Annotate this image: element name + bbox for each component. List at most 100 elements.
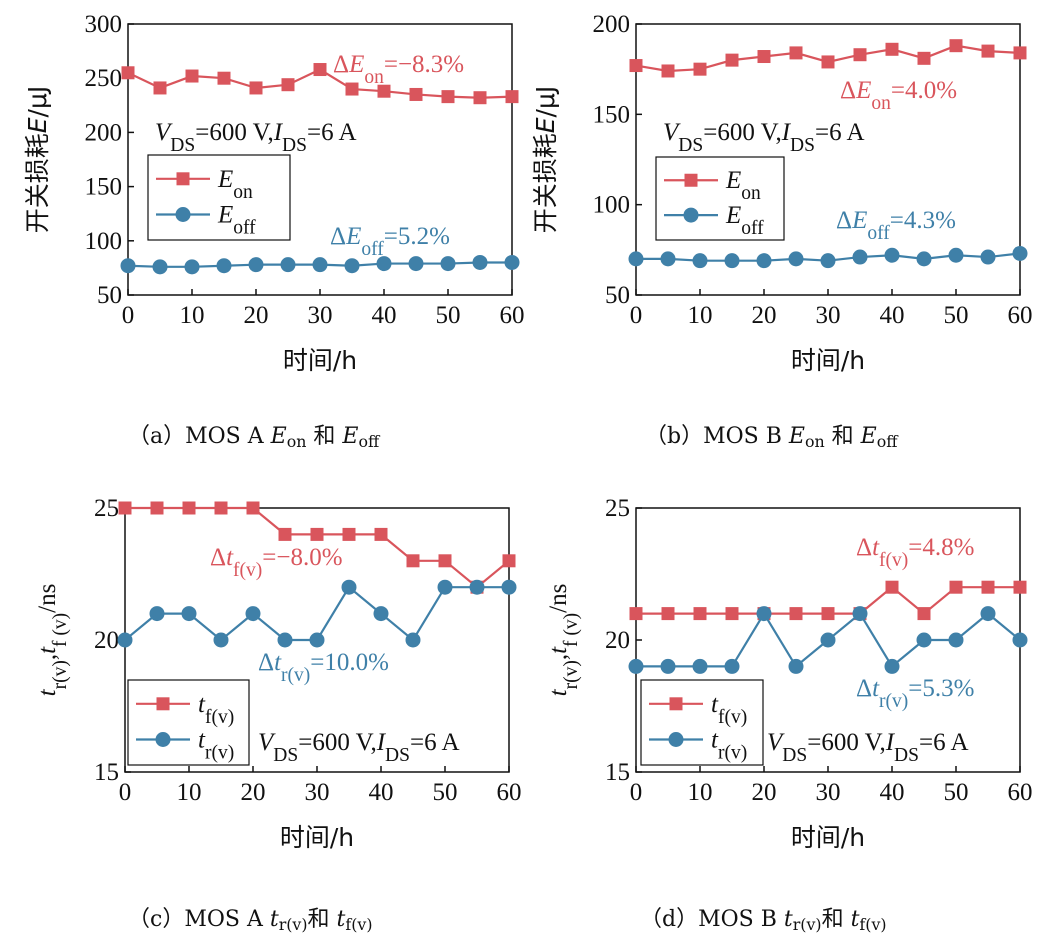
data-point-Eoff	[440, 256, 456, 272]
data-point-tf(v)	[693, 607, 707, 621]
data-point-Eoff	[852, 249, 868, 265]
condition-label: VDS=600 V,IDS=6 A	[258, 729, 460, 766]
data-point-Eon	[185, 69, 199, 83]
data-point-tr(v)	[309, 632, 325, 648]
delta-annotation: ΔEon=−8.3%	[333, 51, 464, 88]
data-point-Eon	[789, 46, 803, 60]
legend-box	[640, 679, 764, 766]
data-point-tr(v)	[213, 632, 229, 648]
delta-annotation: Δtr(v)=10.0%	[258, 649, 389, 686]
legend-box	[147, 154, 291, 241]
x-tick-label: 50	[944, 779, 969, 806]
data-point-Eoff	[504, 254, 520, 270]
y-tick-label: 15	[94, 759, 119, 786]
condition-label: VDS=600 V,IDS=6 A	[767, 729, 969, 766]
x-tick-label: 50	[433, 779, 458, 806]
data-point-Eon	[949, 39, 963, 53]
data-point-tr(v)	[660, 658, 676, 674]
data-point-tf(v)	[917, 607, 931, 621]
data-point-tr(v)	[405, 632, 421, 648]
data-point-tf(v)	[821, 607, 835, 621]
legend-marker	[668, 732, 684, 747]
x-tick-label: 40	[372, 302, 397, 329]
x-axis-label: 时间/h	[791, 823, 865, 852]
delta-annotation: ΔEoff=4.3%	[836, 207, 956, 244]
caption-b: （b）MOS B Eon 和 Eoff	[645, 424, 898, 451]
data-point-tr(v)	[788, 658, 804, 674]
legend-box	[127, 679, 250, 766]
data-point-tf(v)	[118, 501, 132, 515]
condition-label: VDS=600 V,IDS=6 A	[663, 119, 865, 156]
legend-label: tr(v)	[198, 727, 234, 764]
chart-b: 0 10 20 30 40 50 60 50 100 150 200 时间/h 开关损耗E/μJ VDS=…	[531, 11, 1033, 375]
data-point-tf(v)	[214, 501, 228, 515]
y-tick-label: 100	[85, 228, 123, 255]
data-point-Eon	[249, 81, 263, 95]
data-point-Eon	[217, 71, 231, 85]
data-point-tf(v)	[342, 527, 356, 541]
data-point-Eoff	[248, 257, 264, 273]
data-point-Eoff	[184, 259, 200, 275]
x-tick-label: 30	[816, 302, 841, 329]
y-tick-label: 25	[94, 495, 119, 522]
x-tick-label: 30	[305, 779, 330, 806]
y-tick-label: 50	[605, 282, 630, 309]
data-point-tf(v)	[246, 501, 260, 515]
y-tick-label: 20	[605, 627, 630, 654]
data-point-Eoff	[152, 259, 168, 275]
data-point-Eon	[473, 91, 487, 105]
legend-marker	[683, 207, 699, 223]
data-point-tr(v)	[117, 632, 133, 648]
data-point-tr(v)	[980, 606, 996, 622]
data-point-Eon	[313, 63, 327, 77]
data-point-Eoff	[280, 257, 296, 273]
x-axis-label: 时间/h	[283, 346, 357, 375]
data-point-tr(v)	[884, 658, 900, 674]
data-point-Eoff	[344, 258, 360, 274]
x-tick-label: 10	[177, 779, 202, 806]
data-point-tr(v)	[724, 658, 740, 674]
data-point-Eoff	[472, 254, 488, 270]
data-point-Eon	[153, 81, 167, 95]
data-point-tr(v)	[437, 579, 453, 595]
data-point-tf(v)	[789, 607, 803, 621]
x-axis-label: 时间/h	[280, 823, 354, 852]
x-tick-label: 10	[688, 779, 713, 806]
chart-d: 0 10 20 30 40 50 60 15 20 25 时间/h tr(v),tf (v)/ns VD…	[545, 495, 1033, 852]
condition-label: VDS=600 V,IDS=6 A	[155, 119, 357, 156]
x-tick-label: 0	[119, 779, 132, 806]
x-tick-label: 60	[500, 302, 525, 329]
data-point-Eoff	[692, 253, 708, 269]
data-point-Eon	[121, 66, 135, 80]
y-axis-label: tr(v),tf (v)/ns	[34, 584, 71, 697]
data-point-Eoff	[756, 253, 772, 269]
data-point-tf(v)	[438, 554, 452, 568]
data-point-Eoff	[628, 251, 644, 267]
data-point-tf(v)	[150, 501, 164, 515]
data-point-tr(v)	[820, 632, 836, 648]
data-point-Eoff	[1012, 245, 1028, 261]
legend-label: tf(v)	[711, 691, 747, 728]
legend-label: tf(v)	[198, 691, 234, 728]
data-point-tr(v)	[948, 632, 964, 648]
data-point-tr(v)	[341, 579, 357, 595]
delta-annotation: ΔEoff=5.2%	[330, 223, 450, 260]
y-tick-label: 100	[593, 192, 631, 219]
data-point-Eon	[981, 44, 995, 58]
x-tick-label: 20	[752, 302, 777, 329]
y-tick-label: 200	[593, 11, 631, 38]
data-point-Eon	[853, 48, 867, 62]
data-point-Eoff	[948, 247, 964, 263]
data-point-Eon	[409, 87, 423, 101]
x-tick-label: 0	[630, 779, 643, 806]
data-point-tf(v)	[374, 527, 388, 541]
x-tick-label: 20	[244, 302, 269, 329]
data-point-Eon	[1013, 46, 1027, 60]
data-point-tr(v)	[756, 606, 772, 622]
x-tick-label: 30	[816, 779, 841, 806]
data-point-tr(v)	[149, 606, 165, 622]
data-point-tr(v)	[469, 579, 485, 595]
data-point-Eoff	[788, 251, 804, 267]
data-point-Eoff	[408, 256, 424, 272]
data-point-Eoff	[660, 251, 676, 267]
